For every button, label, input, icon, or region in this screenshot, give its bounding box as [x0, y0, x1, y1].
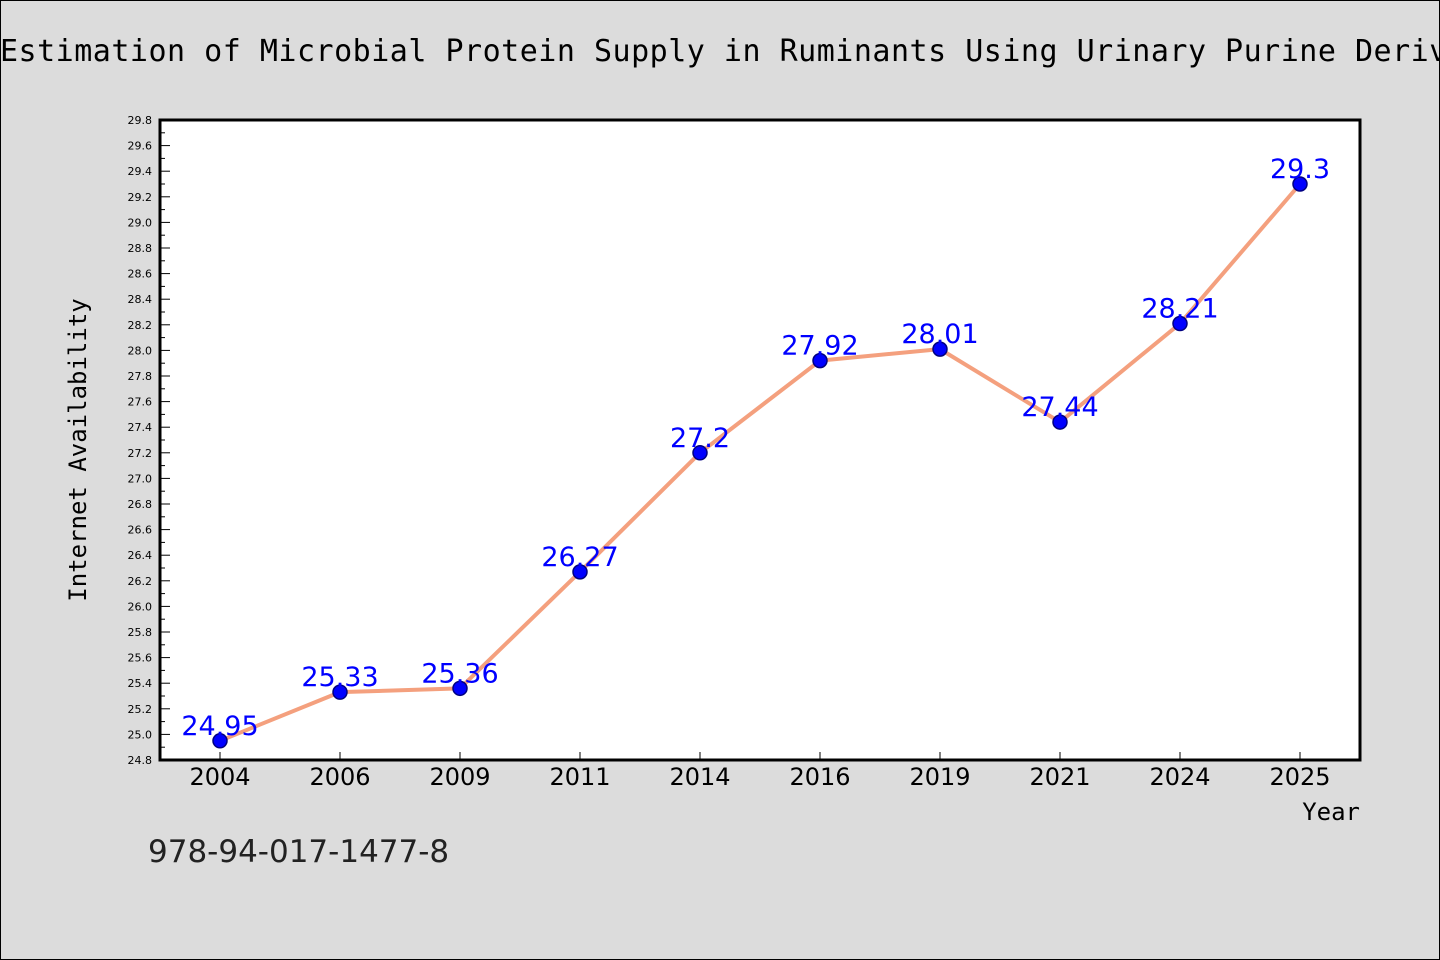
y-tick-label: 28.0	[128, 344, 153, 357]
y-axis-label: Internet Availability	[64, 298, 92, 601]
data-label: 28.21	[1141, 294, 1218, 325]
y-tick-label: 29.2	[128, 191, 153, 204]
data-point	[572, 564, 588, 580]
isbn-code: 978-94-017-1477-8	[148, 834, 450, 870]
data-label: 24.95	[181, 711, 258, 742]
x-tick-label: 2011	[549, 763, 610, 791]
x-tick-label: 2025	[1269, 763, 1330, 791]
data-label: 25.33	[301, 662, 378, 693]
y-tick-label: 25.0	[128, 728, 153, 741]
chart-title: Estimation of Microbial Protein Supply i…	[0, 34, 1440, 69]
y-tick-label: 24.8	[128, 754, 153, 767]
plot-area	[158, 118, 1362, 762]
y-tick-label: 27.4	[128, 421, 153, 434]
y-tick-label: 25.4	[128, 677, 153, 690]
data-point	[692, 445, 708, 461]
y-tick-label: 26.0	[128, 600, 153, 613]
y-tick-label: 25.6	[128, 652, 153, 665]
data-point	[1292, 176, 1308, 192]
y-tick-label: 26.2	[128, 575, 153, 588]
data-point	[932, 341, 948, 357]
data-point	[1052, 414, 1068, 430]
x-tick-label: 2019	[909, 763, 970, 791]
y-tick-label: 28.4	[128, 293, 153, 306]
x-tick-label: 2014	[669, 763, 730, 791]
data-label: 29.3	[1270, 154, 1330, 185]
y-tick-label: 27.8	[128, 370, 153, 383]
x-tick-label: 2006	[309, 763, 370, 791]
y-tick-label: 26.8	[128, 498, 153, 511]
x-tick-label: 2021	[1029, 763, 1090, 791]
y-tick-label: 27.6	[128, 396, 153, 409]
data-point	[1172, 315, 1188, 332]
data-label: 27.2	[670, 423, 730, 454]
y-tick-label: 29.6	[128, 140, 153, 153]
y-tick-label: 28.6	[128, 268, 153, 281]
x-axis-label: Year	[1302, 798, 1360, 826]
data-label: 28.01	[901, 319, 978, 350]
data-label: 25.36	[421, 658, 498, 689]
x-tick-label: 2004	[189, 763, 250, 791]
x-tick-label: 2024	[1149, 763, 1210, 791]
y-tick-label: 27.0	[128, 472, 153, 485]
data-label: 27.92	[781, 331, 858, 362]
data-point	[212, 733, 228, 749]
x-tick-label: 2016	[789, 763, 850, 791]
y-tick-label: 25.8	[128, 626, 153, 639]
series-line	[219, 182, 1302, 743]
data-label: 26.27	[541, 542, 618, 573]
y-tick-label: 28.2	[128, 319, 153, 332]
data-point	[332, 684, 348, 700]
y-tick-label: 29.4	[128, 165, 153, 178]
x-tick-label: 2009	[429, 763, 490, 791]
data-point	[812, 352, 828, 369]
y-tick-label: 26.4	[128, 549, 153, 562]
data-label: 27.44	[1021, 392, 1098, 423]
y-tick-label: 27.2	[128, 447, 153, 460]
y-tick-label: 28.8	[128, 242, 153, 255]
data-point	[452, 680, 468, 697]
y-tick-label: 29.0	[128, 216, 153, 229]
y-tick-label: 29.8	[128, 114, 153, 127]
y-tick-label: 26.6	[128, 524, 153, 537]
y-tick-label: 25.2	[128, 703, 153, 716]
